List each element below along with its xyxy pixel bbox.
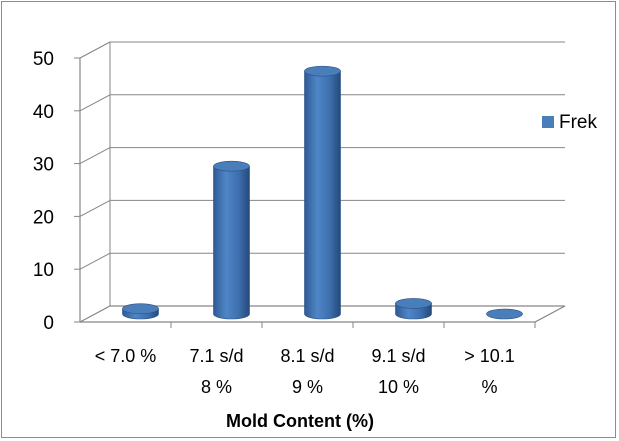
x-axis-labels: < 7.0 % 7.1 s/d 8 % 8.1 s/d 9 % 9.1 s/d 10 % > … — [95, 322, 536, 397]
bar — [395, 298, 432, 320]
bars — [122, 65, 523, 320]
x-tick-label: 8.1 s/d — [280, 346, 334, 366]
y-tick-label: 50 — [33, 49, 54, 70]
plot-walls — [79, 42, 566, 323]
x-axis-title: Mold Content (%) — [226, 411, 374, 431]
x-tick-label: 10 % — [378, 377, 419, 397]
bar-top — [395, 298, 432, 309]
x-tick-label: 8 % — [201, 377, 232, 397]
bar — [213, 160, 250, 320]
bar — [304, 65, 341, 320]
bar-body — [304, 70, 341, 320]
floor — [79, 305, 566, 323]
gridline-diagonal — [79, 41, 111, 59]
y-tick-label: 0 — [43, 313, 54, 334]
gridline-diagonal — [79, 199, 111, 217]
bar — [486, 308, 523, 320]
bar-body — [213, 165, 250, 320]
bar-top — [486, 308, 523, 320]
bar-top — [213, 160, 250, 172]
bar — [122, 303, 159, 320]
x-tick-label: 7.1 s/d — [189, 346, 243, 366]
gridline-diagonal — [79, 252, 111, 270]
gridline-diagonal — [79, 94, 111, 112]
x-tick-label: % — [481, 377, 497, 397]
x-tick-label: 9.1 s/d — [371, 346, 425, 366]
y-tick-label: 40 — [33, 102, 54, 123]
x-tick-label: < 7.0 % — [95, 346, 157, 366]
bar-top — [122, 303, 159, 315]
y-tick-label: 20 — [33, 207, 54, 228]
legend-swatch — [542, 116, 554, 128]
bar-top — [304, 65, 341, 77]
x-tick-label: > 10.1 — [464, 346, 515, 366]
y-tick-label: 10 — [33, 260, 54, 281]
x-tick-label: 9 % — [292, 377, 323, 397]
legend: Frek — [542, 112, 598, 133]
legend-label: Frek — [559, 112, 598, 133]
y-tick-label: 30 — [33, 155, 54, 176]
gridline-diagonal — [79, 147, 111, 165]
y-axis-ticks: 0 10 20 30 40 50 — [33, 49, 80, 334]
